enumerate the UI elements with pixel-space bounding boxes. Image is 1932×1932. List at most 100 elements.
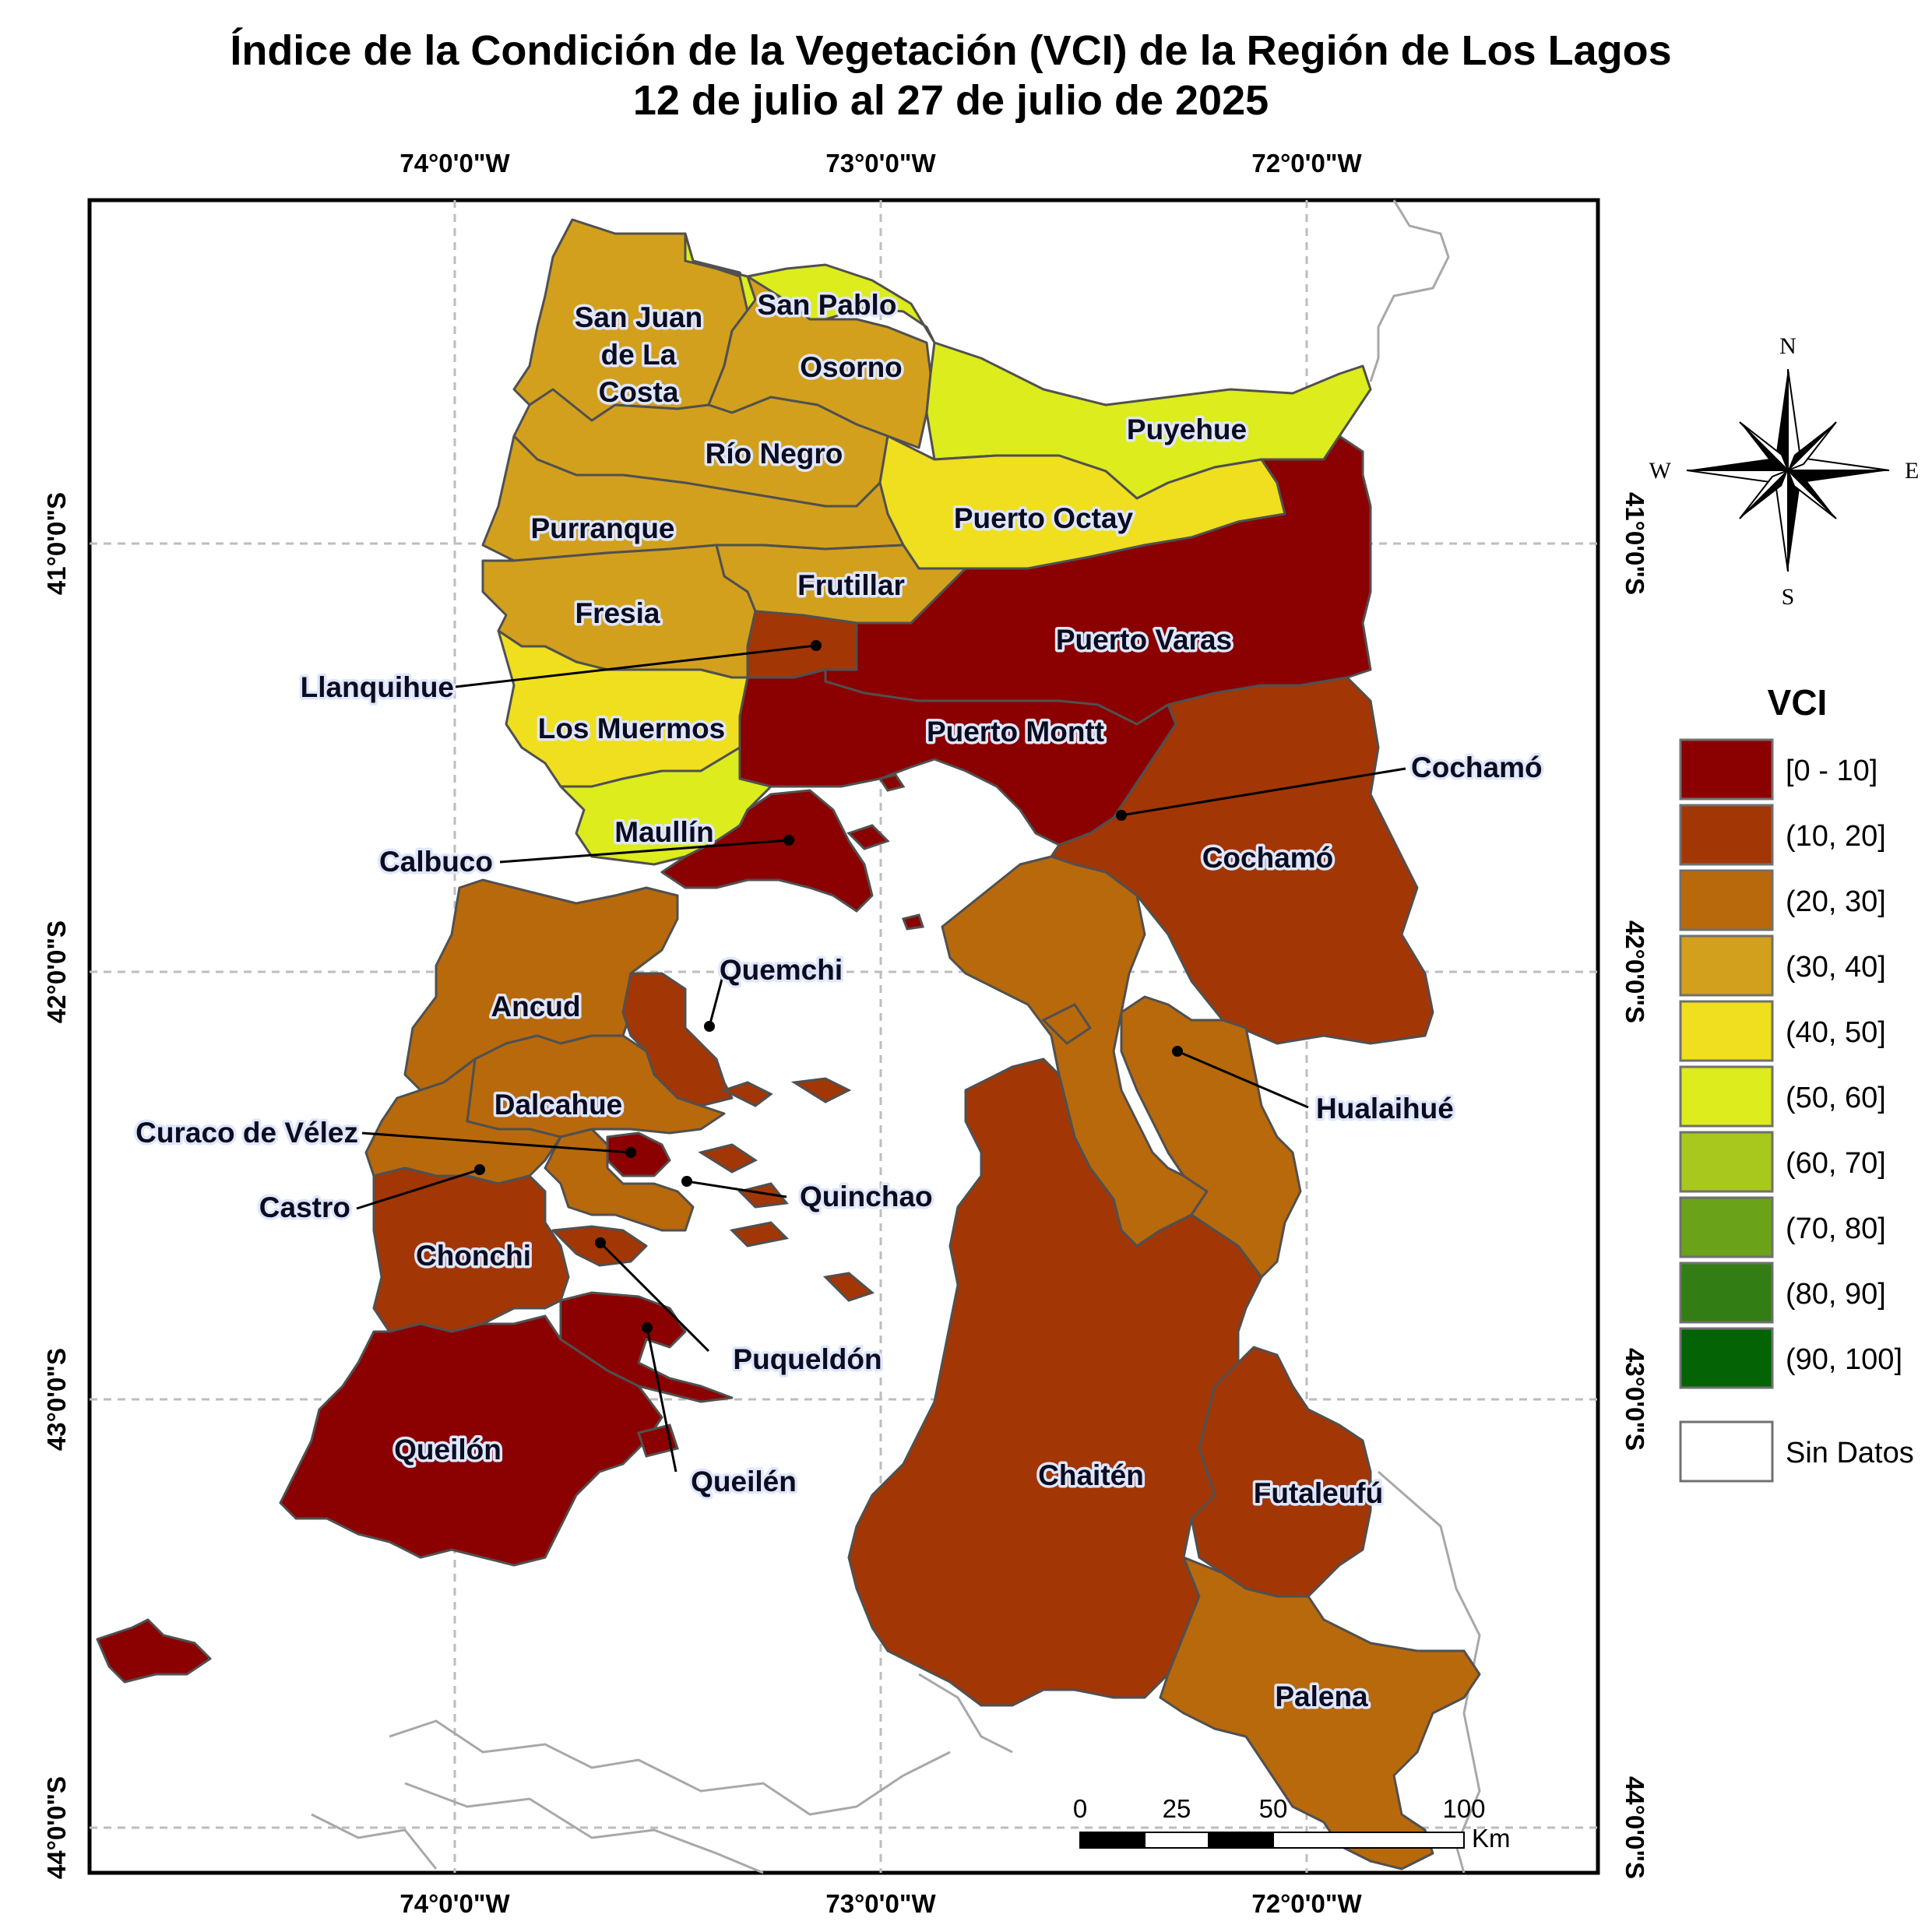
compass-south-letter: S bbox=[1782, 584, 1795, 610]
label-maullin: Maullín bbox=[614, 816, 713, 848]
legend-label: (80, 90] bbox=[1786, 1278, 1886, 1311]
scale-bar: 0 25 50 100 Km bbox=[1073, 1794, 1511, 1853]
legend-label: (60, 70] bbox=[1786, 1147, 1886, 1180]
legend-label: (30, 40] bbox=[1786, 951, 1886, 984]
legend-items: [0 - 10] (10, 20] (20, 30] (30, 40] (40, 50]… bbox=[1679, 738, 1902, 1389]
compass-north-letter: N bbox=[1779, 333, 1797, 359]
coord-left-42s: 42°0'0"S bbox=[42, 920, 71, 1023]
map-frame: N S E W bbox=[87, 198, 1920, 1875]
label-queilen: Queilén bbox=[691, 1466, 797, 1497]
legend-label: (70, 80] bbox=[1786, 1212, 1886, 1245]
leader-dots bbox=[474, 640, 1183, 1333]
label-queilon: Queilón bbox=[394, 1434, 501, 1466]
polygon-hualaihue-east bbox=[1120, 995, 1302, 1279]
legend-swatch bbox=[1679, 738, 1774, 801]
polygon-queilon bbox=[279, 1314, 663, 1567]
municipality-labels: San Pablo San Juan de La Costa Osorno Puye… bbox=[133, 287, 1545, 1716]
leader-lines bbox=[356, 644, 1406, 1473]
scale-tick-25: 25 bbox=[1163, 1794, 1191, 1823]
map-title-line-2: 12 de julio al 27 de julio de 2025 bbox=[633, 77, 1269, 124]
label-quinchao: Quinchao bbox=[800, 1181, 933, 1212]
legend-swatch bbox=[1679, 804, 1774, 866]
coord-right-44s: 44°0'0"S bbox=[1621, 1776, 1649, 1879]
legend-swatch bbox=[1679, 1327, 1774, 1389]
legend-label: (10, 20] bbox=[1786, 820, 1886, 853]
legend-swatch-no-data bbox=[1679, 1420, 1774, 1483]
label-rio-negro: Río Negro bbox=[706, 438, 843, 470]
legend-label: (50, 60] bbox=[1786, 1082, 1886, 1114]
label-castro: Castro bbox=[259, 1191, 350, 1223]
label-purranque: Purranque bbox=[530, 512, 674, 544]
label-frutillar: Frutillar bbox=[797, 569, 905, 601]
label-cochamo: Cochamó bbox=[1202, 842, 1334, 874]
label-puerto-montt: Puerto Montt bbox=[927, 716, 1104, 748]
polygon-futaleufu bbox=[1190, 1346, 1372, 1598]
coord-bottom-74w: 74°0'0"W bbox=[399, 1889, 510, 1918]
legend-label: (90, 100] bbox=[1786, 1343, 1902, 1376]
municipality-polygons bbox=[96, 218, 1481, 1870]
legend: VCI [0 - 10] (10, 20] (20, 30] (30, 40] (40,… bbox=[1679, 682, 1914, 1483]
label-calbuco: Calbuco bbox=[379, 846, 493, 878]
compass-east-letter: E bbox=[1905, 458, 1919, 484]
map-title-line-1: Índice de la Condición de la Vegetación … bbox=[230, 27, 1671, 74]
legend-swatch bbox=[1679, 869, 1774, 931]
polygon-calbuco bbox=[660, 789, 874, 913]
coord-top-73w: 73°0'0"W bbox=[825, 149, 936, 178]
legend-swatch bbox=[1679, 1196, 1774, 1258]
legend-swatch bbox=[1679, 1262, 1774, 1324]
coord-left-43s: 43°0'0"S bbox=[42, 1348, 71, 1451]
compass-west-letter: W bbox=[1649, 458, 1672, 484]
coord-bottom-72w: 72°0'0"W bbox=[1251, 1889, 1362, 1918]
neighbor-boundary bbox=[311, 199, 1481, 1874]
label-chaiten: Chaitén bbox=[1038, 1459, 1144, 1491]
legend-swatch bbox=[1679, 934, 1774, 997]
legend-title: VCI bbox=[1768, 682, 1828, 723]
label-san-juan-de-la-costa: San Juan de La Costa bbox=[575, 301, 703, 408]
north-arrow-icon: N S E W bbox=[1649, 333, 1920, 610]
legend-label: (20, 30] bbox=[1786, 885, 1886, 918]
label-cochamo-callout: Cochamó bbox=[1411, 751, 1543, 783]
polygon-quemchi bbox=[621, 972, 734, 1107]
coord-right-42s: 42°0'0"S bbox=[1621, 920, 1649, 1023]
scale-tick-50: 50 bbox=[1259, 1794, 1288, 1823]
scale-tick-0: 0 bbox=[1073, 1794, 1087, 1823]
legend-label: [0 - 10] bbox=[1786, 755, 1877, 787]
legend-label-no-data: Sin Datos bbox=[1786, 1437, 1914, 1469]
label-curaco-de-velez: Curaco de Vélez bbox=[135, 1117, 358, 1149]
label-ancud: Ancud bbox=[491, 991, 580, 1022]
polygon-llanquihue bbox=[746, 610, 858, 679]
label-quemchi: Quemchi bbox=[720, 954, 843, 986]
label-futaleufu: Futaleufú bbox=[1254, 1477, 1383, 1509]
label-dalcahue: Dalcahue bbox=[494, 1089, 623, 1121]
legend-swatch bbox=[1679, 1131, 1774, 1193]
polygon-cochamo bbox=[1050, 676, 1434, 1045]
scale-unit: Km bbox=[1472, 1824, 1511, 1853]
label-puerto-varas: Puerto Varas bbox=[1056, 624, 1232, 656]
polygon-san-pablo bbox=[684, 232, 936, 344]
polygon-curaco-de-velez bbox=[606, 1131, 671, 1177]
coord-top-72w: 72°0'0"W bbox=[1251, 149, 1362, 178]
label-osorno: Osorno bbox=[800, 351, 903, 383]
legend-swatch bbox=[1679, 1065, 1774, 1128]
coord-top-74w: 74°0'0"W bbox=[399, 149, 510, 178]
legend-label: (40, 50] bbox=[1786, 1016, 1886, 1049]
label-chonchi: Chonchi bbox=[416, 1240, 531, 1272]
coord-left-44s: 44°0'0"S bbox=[42, 1776, 71, 1879]
polygon-quinchao bbox=[544, 1128, 695, 1232]
polygon-guafo-island bbox=[96, 1618, 212, 1684]
legend-swatch bbox=[1679, 1000, 1774, 1062]
label-llanquihue: Llanquihue bbox=[301, 671, 454, 703]
coord-right-41s: 41°0'0"S bbox=[1621, 492, 1649, 595]
coordinate-labels: 74°0'0"W 73°0'0"W 72°0'0"W 74°0'0"W 73°0… bbox=[42, 149, 1649, 1918]
label-puyehue: Puyehue bbox=[1127, 413, 1247, 445]
label-hualaihue: Hualaihué bbox=[1316, 1093, 1454, 1124]
label-palena: Palena bbox=[1275, 1680, 1368, 1712]
label-los-muermos: Los Muermos bbox=[538, 713, 726, 744]
coord-left-41s: 41°0'0"S bbox=[42, 492, 71, 595]
label-fresia: Fresia bbox=[575, 597, 660, 629]
label-puerto-octay: Puerto Octay bbox=[954, 502, 1134, 534]
coord-right-43s: 43°0'0"S bbox=[1621, 1348, 1649, 1451]
coord-bottom-73w: 73°0'0"W bbox=[825, 1889, 936, 1918]
label-puqueldon: Puqueldón bbox=[733, 1343, 882, 1375]
